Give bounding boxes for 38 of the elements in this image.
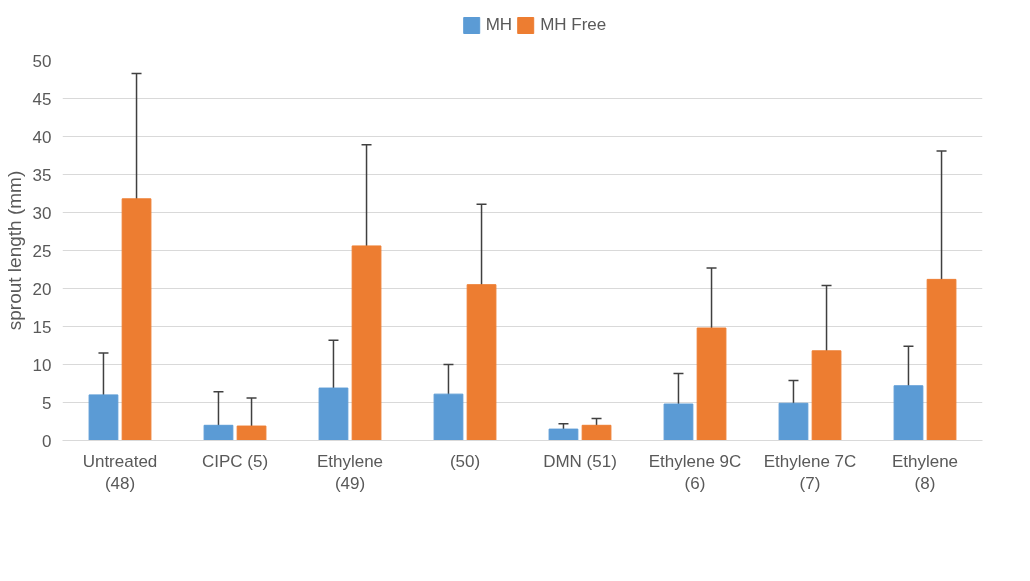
x-tick-label: Ethylene 7C (7): [763, 451, 857, 494]
bar: [433, 393, 464, 441]
bar: [926, 278, 957, 441]
y-tick-label: 15: [32, 317, 52, 337]
x-tick-label: Ethylene (8): [891, 451, 959, 494]
y-tick-label: 10: [32, 355, 52, 375]
bar: [351, 245, 382, 441]
bar: [548, 428, 579, 441]
y-tick-label: 50: [32, 51, 52, 71]
bar: [663, 403, 694, 441]
bar: [236, 425, 267, 441]
y-tick-label: 35: [32, 165, 52, 185]
legend-label: MH Free: [540, 15, 607, 35]
y-tick-label: 30: [32, 203, 52, 223]
y-tick-label: 5: [42, 393, 52, 413]
bar: [811, 350, 842, 441]
x-tick-label: DMN (51): [543, 451, 617, 471]
x-tick-label: Ethylene (49): [316, 451, 384, 494]
bar: [893, 385, 924, 441]
legend-label: MH: [485, 15, 513, 35]
x-tick-label: Ethylene 9C (6): [648, 451, 742, 494]
bar: [88, 394, 119, 441]
bar: [318, 387, 349, 441]
bar: [121, 198, 152, 441]
x-tick-label: CIPC (5): [201, 451, 269, 471]
y-tick-label: 40: [32, 127, 52, 147]
bar: [466, 284, 497, 441]
bar: [778, 402, 809, 441]
bar: [581, 424, 612, 441]
bar: [203, 424, 234, 441]
y-tick-label: 45: [32, 89, 52, 109]
y-tick-label: 0: [42, 431, 52, 451]
y-axis-title: sprout length (mm): [3, 170, 25, 331]
x-tick-label: (50): [449, 451, 481, 471]
x-tick-label: Untreated (48): [82, 451, 158, 494]
bar: [696, 327, 727, 441]
y-tick-label: 25: [32, 241, 52, 261]
y-tick-label: 20: [32, 279, 52, 299]
